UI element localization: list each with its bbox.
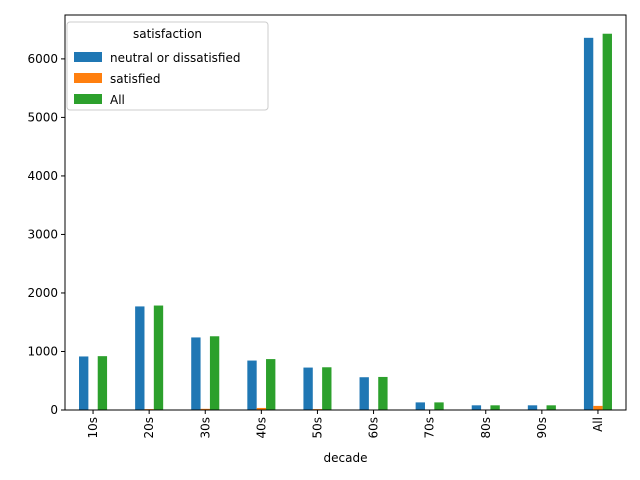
bar-All-20s	[154, 306, 163, 410]
bar-satisfied-All	[593, 406, 602, 410]
x-tick-label-90s: 90s	[535, 417, 549, 439]
legend-swatch-neutral-or-dissatisfied	[74, 52, 102, 62]
bar-All-90s	[547, 405, 556, 410]
legend-title: satisfaction	[133, 27, 202, 41]
x-tick-label-20s: 20s	[142, 417, 156, 439]
bar-neutral-or-dissatisfied-80s	[472, 405, 481, 410]
bar-neutral-or-dissatisfied-10s	[79, 356, 88, 410]
bar-neutral-or-dissatisfied-40s	[247, 361, 256, 410]
bar-All-All	[603, 34, 612, 410]
legend-swatch-satisfied	[74, 73, 102, 83]
legend-label-satisfied: satisfied	[110, 72, 160, 86]
y-tick-label-5000: 5000	[27, 110, 58, 124]
bar-neutral-or-dissatisfied-All	[584, 38, 593, 410]
x-tick-label-10s: 10s	[86, 417, 100, 439]
bar-All-30s	[210, 336, 219, 410]
bar-neutral-or-dissatisfied-60s	[360, 377, 369, 410]
bar-neutral-or-dissatisfied-30s	[191, 337, 200, 410]
y-tick-label-0: 0	[50, 403, 58, 417]
y-tick-label-6000: 6000	[27, 52, 58, 66]
y-tick-label-3000: 3000	[27, 227, 58, 241]
y-tick-label-2000: 2000	[27, 286, 58, 300]
x-tick-label-60s: 60s	[367, 417, 381, 439]
x-tick-label-40s: 40s	[254, 417, 268, 439]
legend-swatch-All	[74, 94, 102, 104]
bar-neutral-or-dissatisfied-70s	[416, 402, 425, 410]
bar-neutral-or-dissatisfied-50s	[303, 368, 312, 410]
x-tick-label-30s: 30s	[198, 417, 212, 439]
bar-All-70s	[434, 402, 443, 410]
bar-neutral-or-dissatisfied-20s	[135, 306, 144, 410]
bar-All-10s	[98, 356, 107, 410]
x-axis-label: decade	[324, 451, 368, 465]
x-tick-label-80s: 80s	[479, 417, 493, 439]
bar-All-50s	[322, 367, 331, 410]
y-tick-label-1000: 1000	[27, 344, 58, 358]
legend: satisfaction neutral or dissatisfied sati…	[67, 22, 268, 110]
y-tick-label-4000: 4000	[27, 169, 58, 183]
x-tick-label-50s: 50s	[310, 417, 324, 439]
x-tick-label-70s: 70s	[423, 417, 437, 439]
bar-All-60s	[378, 377, 387, 410]
legend-label-neutral-or-dissatisfied: neutral or dissatisfied	[110, 51, 240, 65]
bar-All-40s	[266, 359, 275, 410]
x-tick-label-All: All	[591, 417, 605, 432]
x-axis: 10s 20s 30s 40s 50s 60s 70s 80s 90s All	[86, 410, 605, 439]
bar-All-80s	[490, 405, 499, 410]
bar-neutral-or-dissatisfied-90s	[528, 405, 537, 410]
legend-label-All: All	[110, 93, 125, 107]
y-axis: 0 1000 2000 3000 4000 5000 6000	[27, 52, 65, 417]
